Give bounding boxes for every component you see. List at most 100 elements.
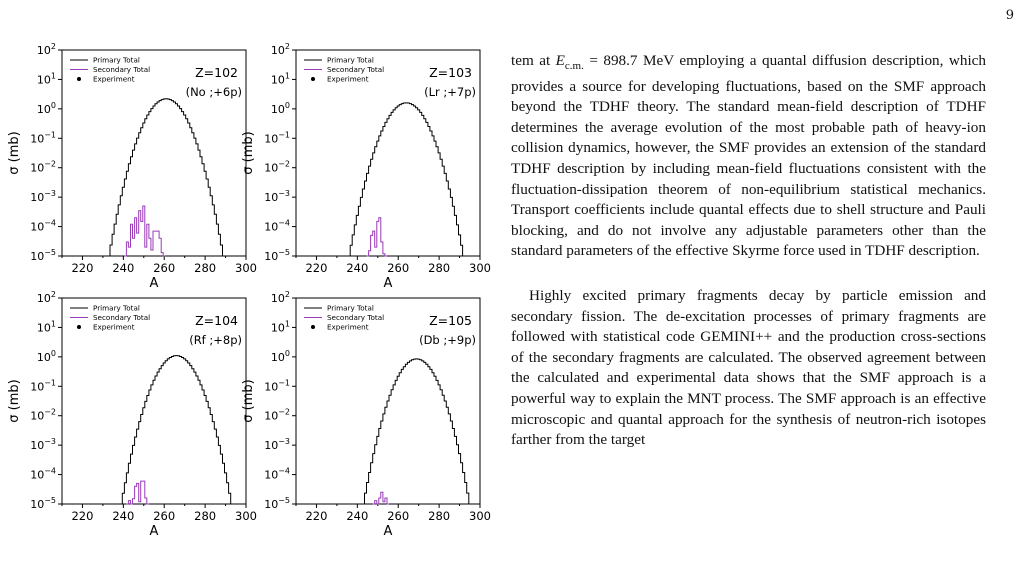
- secondary-total-histogram: [126, 480, 149, 505]
- x-axis-label: A: [150, 524, 159, 539]
- y-tick-label: 10−3: [30, 189, 56, 204]
- y-axis-label: σ (mb): [241, 379, 256, 422]
- z-annotation: Z=104: [195, 313, 238, 328]
- legend-marker: [77, 325, 81, 329]
- x-axis-label: A: [150, 276, 159, 291]
- primary-total-curve: [362, 358, 471, 505]
- y-tick-label: 102: [37, 290, 56, 305]
- isotope-annotation: (Lr ;+7p): [424, 85, 476, 99]
- y-tick-label: 10−5: [30, 496, 56, 511]
- x-tick-label: 280: [194, 261, 216, 275]
- x-tick-label: 300: [469, 261, 491, 275]
- secondary-total-histogram: [372, 491, 389, 505]
- legend-entry: Secondary Total: [327, 313, 384, 322]
- legend-entry: Primary Total: [93, 56, 140, 65]
- x-tick-label: 220: [71, 509, 93, 523]
- legend-entry: Secondary Total: [93, 313, 150, 322]
- x-tick-label: 240: [346, 509, 368, 523]
- plot-frame: [61, 297, 247, 505]
- y-tick-label: 101: [271, 319, 290, 334]
- x-tick-label: 220: [305, 509, 327, 523]
- chart-panel-z-103: 220 240 260 280 300 A 10−5 10−4 10−3 10−2 10−1 100 1…: [241, 42, 491, 291]
- primary-total-curve: [108, 98, 225, 257]
- y-tick-label: 10−1: [264, 130, 290, 145]
- secondary-total-histogram: [124, 205, 166, 257]
- ecm-subscript: c.m.: [564, 60, 584, 73]
- z-annotation: Z=103: [429, 65, 472, 80]
- y-tick-label: 10−5: [264, 248, 290, 263]
- y-tick-label: 10−3: [264, 189, 290, 204]
- y-tick-label: 10−3: [30, 437, 56, 452]
- y-tick-label: 10−3: [264, 437, 290, 452]
- x-tick-label: 260: [153, 261, 175, 275]
- y-axis-label: σ (mb): [7, 131, 22, 174]
- x-tick-label: 260: [153, 509, 175, 523]
- legend-marker: [311, 77, 315, 81]
- legend-entry: Experiment: [93, 75, 135, 84]
- x-tick-label: 280: [428, 261, 450, 275]
- y-tick-label: 101: [37, 319, 56, 334]
- y-tick-label: 101: [271, 71, 290, 86]
- legend-entry: Experiment: [327, 323, 369, 332]
- y-tick-label: 10−4: [264, 219, 290, 234]
- isotope-annotation: (Db ;+9p): [419, 333, 476, 347]
- legend-marker: [311, 325, 315, 329]
- x-tick-label: 280: [428, 509, 450, 523]
- x-tick-label: 260: [387, 261, 409, 275]
- y-tick-label: 10−1: [30, 130, 56, 145]
- paragraph-1-rest: = 898.7 MeV employing a quantal diffusio…: [511, 52, 986, 260]
- primary-total-curve: [120, 355, 233, 505]
- y-axis-label: σ (mb): [7, 379, 22, 422]
- secondary-total-histogram: [366, 217, 387, 257]
- plot-frame: [295, 49, 481, 257]
- y-tick-label: 10−2: [30, 408, 56, 423]
- x-tick-label: 260: [387, 509, 409, 523]
- x-tick-label: 240: [112, 509, 134, 523]
- legend-entry: Primary Total: [93, 304, 140, 313]
- y-tick-label: 100: [37, 101, 56, 116]
- y-tick-label: 10−1: [30, 378, 56, 393]
- x-tick-label: 240: [112, 261, 134, 275]
- y-tick-label: 10−4: [30, 467, 56, 482]
- z-annotation: Z=102: [195, 65, 238, 80]
- x-tick-label: 240: [346, 261, 368, 275]
- legend-entry: Secondary Total: [327, 65, 384, 74]
- z-annotation: Z=105: [429, 313, 472, 328]
- y-axis-label: σ (mb): [241, 131, 256, 174]
- y-tick-label: 10−2: [30, 160, 56, 175]
- paragraph-1-lead: tem at: [511, 52, 556, 69]
- legend-marker: [77, 77, 81, 81]
- y-tick-label: 101: [37, 71, 56, 86]
- y-tick-label: 10−1: [264, 378, 290, 393]
- page-number: 9: [1005, 8, 1014, 23]
- paragraph-1: tem at Ec.m. = 898.7 MeV employing a qua…: [511, 51, 986, 262]
- x-tick-label: 220: [305, 261, 327, 275]
- y-tick-label: 102: [271, 42, 290, 57]
- legend-entry: Experiment: [327, 75, 369, 84]
- y-tick-label: 100: [271, 349, 290, 364]
- y-tick-label: 10−5: [30, 248, 56, 263]
- chart-panel-z-104: 220 240 260 280 300 A 10−5 10−4 10−3 10−2 10−1 100 1…: [7, 290, 257, 539]
- x-tick-label: 300: [235, 509, 257, 523]
- legend-entry: Primary Total: [327, 304, 374, 313]
- x-tick-label: 220: [71, 261, 93, 275]
- chart-panel-z-105: 220 240 260 280 300 A 10−5 10−4 10−3 10−2 10−1 100 1…: [241, 290, 491, 539]
- legend-entry: Experiment: [93, 323, 135, 332]
- chart-panel-z-102: 220 240 260 280 300 A 10−5 10−4 10−3 10−2 10−1 100 1…: [7, 42, 257, 291]
- figure-cross-sections: 220 240 260 280 300 A 10−5 10−4 10−3 10−2 10−1 100 1…: [7, 42, 491, 539]
- paragraph-2: Highly excited primary fragments decay b…: [511, 286, 986, 449]
- x-axis-label: A: [384, 276, 393, 291]
- x-axis-label: A: [384, 524, 393, 539]
- body-text-column: tem at Ec.m. = 898.7 MeV employing a qua…: [511, 51, 986, 451]
- x-tick-label: 300: [469, 509, 491, 523]
- isotope-annotation: (Rf ;+8p): [189, 333, 242, 347]
- y-tick-label: 100: [37, 349, 56, 364]
- x-tick-label: 280: [194, 509, 216, 523]
- legend-entry: Secondary Total: [93, 65, 150, 74]
- x-tick-label: 300: [235, 261, 257, 275]
- plot-frame: [61, 49, 247, 257]
- y-tick-label: 10−4: [30, 219, 56, 234]
- y-tick-label: 102: [37, 42, 56, 57]
- ecm-symbol: E: [555, 52, 565, 69]
- y-tick-label: 102: [271, 290, 290, 305]
